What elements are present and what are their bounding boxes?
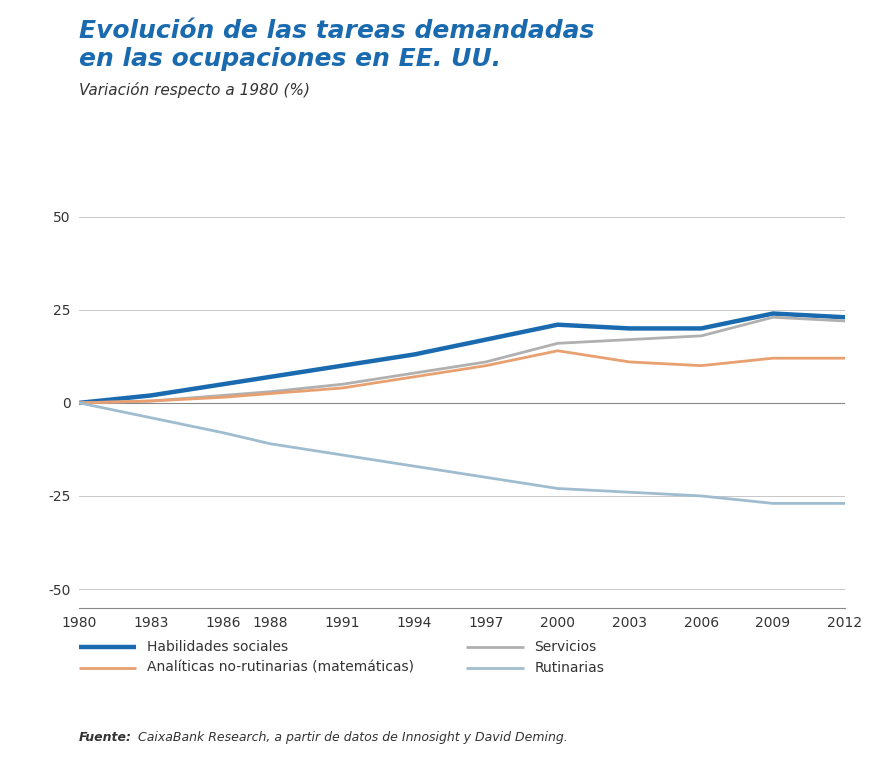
Text: Evolución de las tareas demandadas: Evolución de las tareas demandadas (79, 19, 595, 44)
Text: Servicios: Servicios (534, 640, 597, 654)
Text: Habilidades sociales: Habilidades sociales (147, 640, 288, 654)
Text: Analíticas no-rutinarias (matemáticas): Analíticas no-rutinarias (matemáticas) (147, 661, 414, 675)
Text: Fuente:: Fuente: (79, 731, 132, 744)
Text: CaixaBank Research, a partir de datos de Innosight y David Deming.: CaixaBank Research, a partir de datos de… (134, 731, 568, 744)
Text: Variación respecto a 1980 (%): Variación respecto a 1980 (%) (79, 82, 310, 98)
Text: en las ocupaciones en EE. UU.: en las ocupaciones en EE. UU. (79, 47, 502, 71)
Text: Rutinarias: Rutinarias (534, 661, 604, 675)
